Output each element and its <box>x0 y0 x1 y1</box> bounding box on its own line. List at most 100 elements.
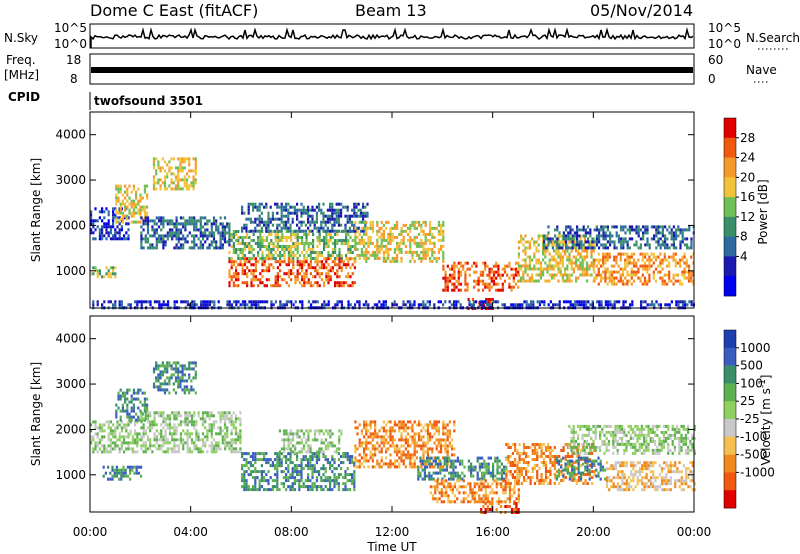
data-cell <box>300 467 303 471</box>
data-cell <box>512 303 515 307</box>
data-cell <box>546 264 549 268</box>
data-cell <box>263 257 266 260</box>
data-cell <box>400 459 403 463</box>
data-cell <box>132 406 135 410</box>
data-cell <box>272 230 275 233</box>
data-cell <box>237 254 240 257</box>
data-cell <box>555 264 558 268</box>
data-cell <box>186 447 189 451</box>
data-cell <box>333 476 336 480</box>
data-cell <box>215 444 218 448</box>
data-cell <box>324 444 328 448</box>
data-cell <box>655 240 658 244</box>
data-cell <box>615 300 618 304</box>
data-cell <box>367 226 370 230</box>
data-cell <box>393 465 396 469</box>
data-cell <box>193 240 196 244</box>
data-cell <box>239 257 242 260</box>
data-cell <box>163 382 167 386</box>
data-cell <box>114 228 117 232</box>
data-cell <box>398 438 401 442</box>
data-cell <box>265 266 268 270</box>
data-cell <box>290 254 293 257</box>
data-cell <box>378 226 381 230</box>
data-cell <box>442 303 445 307</box>
data-cell <box>570 249 573 253</box>
data-cell <box>363 456 366 460</box>
data-cell <box>312 257 315 260</box>
data-cell <box>140 435 143 439</box>
data-cell <box>269 488 272 492</box>
data-cell <box>555 252 558 256</box>
data-cell <box>124 394 127 398</box>
data-cell <box>389 432 392 436</box>
data-cell <box>186 444 189 448</box>
data-cell <box>630 276 633 280</box>
data-cell <box>302 458 305 462</box>
data-cell <box>163 178 167 182</box>
data-cell <box>393 450 396 454</box>
data-cell <box>300 473 303 477</box>
data-cell <box>600 300 603 304</box>
data-cell <box>96 272 99 276</box>
data-cell <box>420 244 423 248</box>
data-cell <box>186 417 189 421</box>
data-cell <box>204 300 207 304</box>
data-cell <box>258 205 261 209</box>
data-cell <box>274 202 277 206</box>
data-cell <box>353 461 356 465</box>
data-cell <box>354 238 357 242</box>
data-cell <box>126 409 129 413</box>
data-cell <box>188 157 191 161</box>
data-cell <box>389 444 392 448</box>
data-cell <box>120 429 123 433</box>
data-cell <box>590 264 593 268</box>
data-cell <box>365 250 368 254</box>
data-cell <box>661 225 664 229</box>
data-cell <box>118 438 121 442</box>
data-cell <box>140 300 143 304</box>
data-cell <box>497 282 500 286</box>
data-cell <box>132 211 135 215</box>
data-cell <box>304 223 307 227</box>
data-cell <box>151 426 154 430</box>
data-cell <box>367 423 370 427</box>
data-cell <box>574 303 577 307</box>
data-cell <box>396 256 399 260</box>
data-cell <box>371 229 374 233</box>
data-cell <box>366 211 369 215</box>
data-cell <box>119 388 122 392</box>
data-cell <box>354 456 357 460</box>
data-cell <box>307 245 310 248</box>
colorbar-swatch <box>724 236 736 257</box>
data-cell <box>508 282 511 286</box>
data-cell <box>115 474 118 478</box>
data-cell <box>247 485 250 489</box>
data-cell <box>455 303 458 307</box>
data-cell <box>252 272 255 276</box>
data-cell <box>210 429 213 433</box>
data-cell <box>365 241 368 245</box>
data-cell <box>329 269 332 273</box>
data-cell <box>613 258 616 262</box>
data-cell <box>687 270 691 274</box>
data-cell <box>137 220 140 224</box>
data-cell <box>331 202 334 206</box>
data-cell <box>204 234 207 238</box>
data-cell <box>533 240 536 244</box>
data-cell <box>246 233 249 236</box>
data-cell <box>621 279 625 283</box>
data-cell <box>587 246 590 250</box>
data-cell <box>210 435 213 439</box>
data-cell <box>168 447 172 451</box>
data-cell <box>109 441 112 445</box>
data-cell <box>329 488 332 492</box>
data-cell <box>92 272 95 276</box>
data-cell <box>453 267 456 271</box>
data-cell <box>609 300 612 304</box>
data-cell <box>371 456 374 460</box>
data-cell <box>194 163 197 167</box>
data-cell <box>263 300 266 304</box>
data-cell <box>411 253 414 257</box>
freq-strip-frame <box>89 53 695 85</box>
